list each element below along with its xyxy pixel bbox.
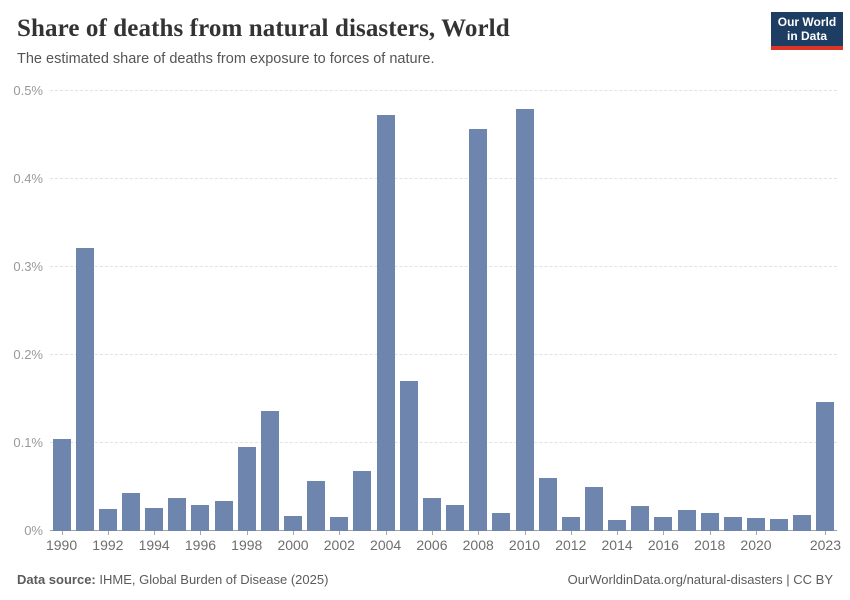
bar-1998[interactable] (237, 447, 256, 531)
x-tick-label-1994: 1994 (138, 537, 170, 553)
y-tick-label-0%: 0% (24, 522, 43, 538)
bar-2022[interactable] (793, 515, 812, 531)
bar-2005[interactable] (399, 381, 418, 531)
x-tick-label-2012: 2012 (555, 537, 587, 553)
bar-1999[interactable] (260, 411, 279, 531)
x-tick-2020 (755, 531, 757, 535)
x-tick-1996 (200, 531, 202, 535)
x-tick-1992 (107, 531, 109, 535)
bar-1991[interactable] (75, 248, 94, 531)
x-tick-label-1996: 1996 (184, 537, 217, 553)
bar-2002[interactable] (330, 517, 349, 531)
y-tick-label-0.5%: 0.5% (13, 82, 43, 98)
bar-2014[interactable] (608, 520, 627, 531)
bar-2011[interactable] (538, 478, 557, 531)
data-source-text: IHME, Global Burden of Disease (2025) (95, 572, 329, 587)
x-tick-label-2018: 2018 (694, 537, 726, 553)
bar-2012[interactable] (561, 517, 580, 531)
data-source-label: Data source: (17, 572, 96, 587)
bar-1997[interactable] (214, 501, 233, 531)
x-tick-label-2014: 2014 (601, 537, 633, 553)
bar-1993[interactable] (122, 493, 140, 531)
y-tick-label-0.3%: 0.3% (13, 258, 43, 274)
x-tick-2014 (617, 531, 619, 535)
bar-2015[interactable] (631, 506, 650, 531)
bar-2018[interactable] (700, 513, 719, 531)
bar-2013[interactable] (584, 487, 603, 531)
owid-logo-line2: in Data (786, 29, 827, 43)
bar-2006[interactable] (422, 498, 441, 531)
x-tick-2000 (293, 531, 295, 535)
x-tick-2004 (385, 531, 387, 535)
bar-1994[interactable] (145, 508, 164, 531)
bar-1990[interactable] (52, 439, 71, 531)
x-tick-label-1998: 1998 (231, 537, 263, 553)
x-tick-1990 (61, 531, 63, 535)
x-tick-label-2020: 2020 (740, 537, 772, 553)
page-title: Share of deaths from natural disasters, … (17, 15, 510, 42)
x-tick-label-2010: 2010 (508, 537, 541, 553)
x-tick-2018 (709, 531, 711, 535)
x-tick-label-2002: 2002 (323, 537, 355, 553)
x-tick-2006 (431, 531, 433, 535)
chart-header: Share of deaths from natural disasters, … (17, 14, 760, 67)
bar-2004[interactable] (376, 115, 395, 531)
x-tick-label-1990: 1990 (45, 537, 78, 553)
gridline-0.1%: 0.1% (13, 435, 837, 450)
data-source-note: Data source: IHME, Global Burden of Dise… (17, 572, 328, 587)
bar-1996[interactable] (191, 505, 210, 531)
x-tick-label-1992: 1992 (92, 537, 124, 553)
bar-2000[interactable] (284, 516, 303, 531)
x-tick-label-2000: 2000 (277, 537, 309, 553)
y-tick-label-0.1%: 0.1% (13, 434, 43, 450)
bar-2023[interactable] (816, 402, 835, 531)
x-tick-label-2006: 2006 (416, 537, 448, 553)
chart-footer: Data source: IHME, Global Burden of Dise… (17, 572, 833, 587)
gridline-0.4%: 0.4% (13, 171, 837, 186)
bar-1992[interactable] (98, 509, 117, 531)
bar-2009[interactable] (492, 513, 511, 531)
x-tick-label-2023: 2023 (809, 537, 841, 553)
credit-link[interactable]: OurWorldinData.org/natural-disasters | C… (567, 572, 833, 587)
x-tick-1994 (154, 531, 156, 535)
x-tick-2010 (524, 531, 526, 535)
bar-2019[interactable] (723, 517, 742, 531)
x-tick-1998 (246, 531, 248, 535)
owid-logo[interactable]: Our World in Data (771, 12, 843, 50)
owid-logo-line1: Our World (777, 15, 837, 29)
x-tick-2023 (825, 531, 827, 535)
x-tick-2008 (478, 531, 480, 535)
chart-subtitle: The estimated share of deaths from expos… (17, 51, 435, 67)
gridline-0.3%: 0.3% (13, 259, 837, 274)
bar-1995[interactable] (168, 498, 187, 531)
bar-2007[interactable] (446, 505, 465, 531)
bar-2017[interactable] (677, 510, 696, 531)
x-tick-label-2004: 2004 (370, 537, 402, 553)
y-tick-label-0.4%: 0.4% (13, 170, 43, 186)
bar-2010[interactable] (515, 109, 534, 531)
x-tick-2016 (663, 531, 665, 535)
bar-chart-plot-area: 0% 0.1% 0.2% 0.3% 0.4% 0.5% 1990 1992 1994 1996 19… (13, 83, 841, 553)
gridline-0.2%: 0.2% (13, 347, 837, 362)
x-tick-2002 (339, 531, 341, 535)
x-axis-baseline: 0% (24, 523, 837, 538)
bar-2001[interactable] (307, 481, 326, 531)
x-tick-label-2008: 2008 (462, 537, 494, 553)
gridline-0.5%: 0.5% (13, 83, 837, 98)
bar-2016[interactable] (654, 517, 673, 531)
bar-2020[interactable] (746, 518, 765, 531)
y-tick-label-0.2%: 0.2% (13, 346, 43, 362)
x-tick-label-2016: 2016 (647, 537, 679, 553)
x-tick-2012 (570, 531, 572, 535)
bar-2003[interactable] (353, 471, 372, 531)
bar-2008[interactable] (469, 129, 488, 531)
bar-2021[interactable] (770, 519, 789, 531)
